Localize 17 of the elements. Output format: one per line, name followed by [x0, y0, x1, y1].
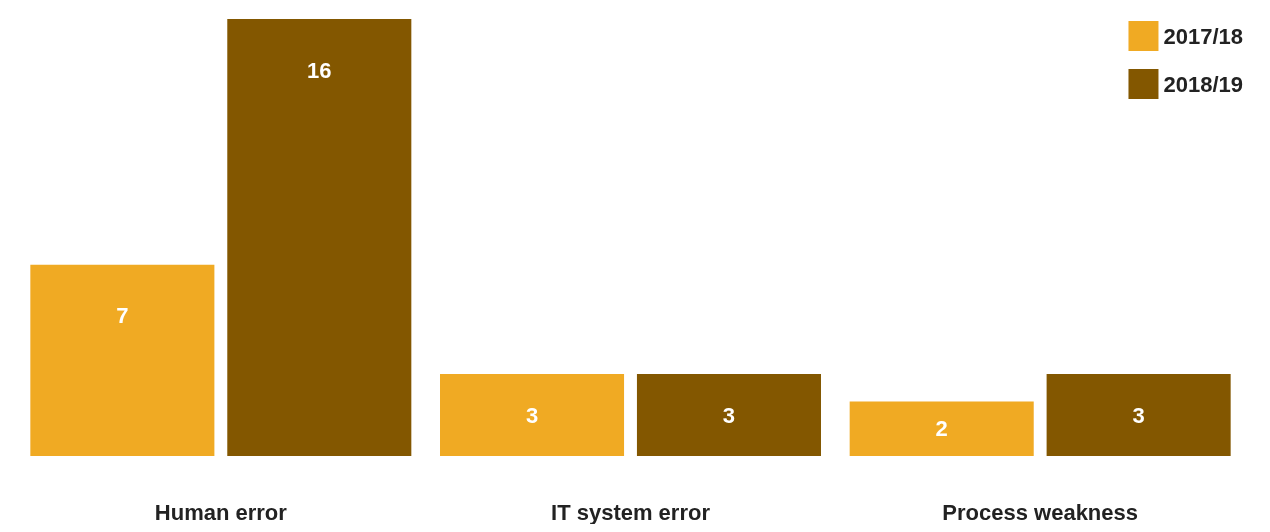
bar — [636, 374, 821, 456]
data-label: 3 — [525, 402, 539, 428]
data-label: 3 — [1132, 402, 1145, 428]
bar — [227, 19, 412, 456]
legend-label: 2018/19 — [1163, 71, 1244, 97]
legend-label: 2017/18 — [1163, 23, 1244, 49]
x-tick-label: Process weakness — [942, 499, 1139, 525]
bar — [1046, 374, 1231, 456]
bar — [849, 401, 1034, 456]
data-label: 16 — [307, 57, 332, 83]
data-label: 2 — [935, 416, 948, 442]
x-tick-label: IT system error — [551, 499, 711, 525]
x-tick-label: Human error — [154, 499, 288, 525]
data-label: 7 — [116, 303, 129, 329]
bar — [30, 264, 215, 456]
bar — [440, 374, 625, 456]
data-label: 3 — [722, 402, 736, 428]
